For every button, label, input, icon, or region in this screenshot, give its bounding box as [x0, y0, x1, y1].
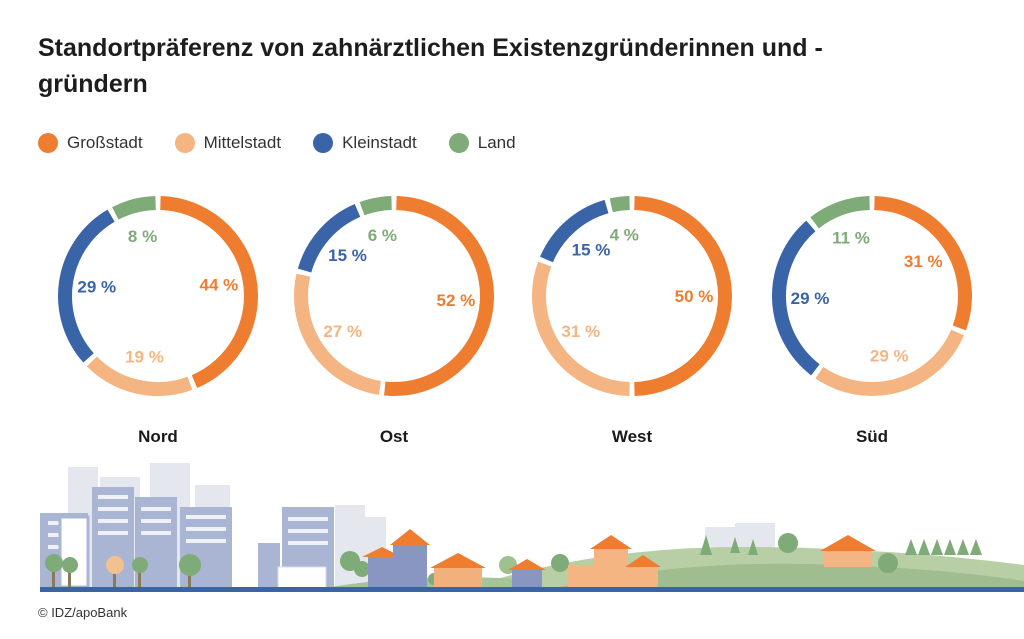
- segment-west-land: [609, 196, 630, 213]
- region-label-süd: Süd: [856, 427, 888, 446]
- data-label-west-mittelstadt: 31 %: [561, 322, 600, 341]
- segment-nord-kleinstadt: [58, 209, 115, 363]
- legend-swatch-grossstadt: [38, 133, 58, 153]
- data-label-west-land: 4 %: [610, 225, 639, 244]
- data-label-süd-kleinstadt: 29 %: [791, 289, 830, 308]
- segment-west-großstadt: [634, 196, 732, 396]
- legend-swatch-mittelstadt: [174, 133, 195, 153]
- chart-title: Standortpräferenz von zahnärztlichen Exi…: [38, 34, 823, 98]
- legend-swatch-land: [448, 133, 469, 153]
- segment-nord-großstadt: [160, 196, 258, 388]
- legend: Großstadt Mittelstadt Kleinstadt Land: [38, 133, 548, 153]
- data-label-west-kleinstadt: 15 %: [572, 240, 611, 259]
- segment-süd-großstadt: [874, 196, 972, 331]
- legend-swatch-kleinstadt: [313, 133, 334, 153]
- segment-west-mittelstadt: [532, 261, 630, 396]
- legend-label-mittelstadt: Mittelstadt: [203, 133, 282, 152]
- donut-nord: 44 % 19 % 29 % 8 % Nord: [58, 196, 258, 446]
- segment-süd-land: [810, 196, 870, 229]
- data-label-süd-land: 11 %: [832, 229, 870, 248]
- data-label-nord-kleinstadt: 29 %: [77, 277, 116, 296]
- source-credit: © IDZ/apoBank: [38, 605, 128, 620]
- segment-ost-kleinstadt: [297, 204, 361, 273]
- donut-ost: 52 % 27 % 15 %6 % Ost: [294, 196, 494, 446]
- segment-süd-kleinstadt: [772, 220, 820, 376]
- data-label-süd-mittelstadt: 29 %: [870, 347, 909, 366]
- data-label-ost-großstadt: 52 %: [437, 291, 476, 310]
- segment-ost-mittelstadt: [294, 273, 382, 395]
- region-label-nord: Nord: [138, 427, 178, 446]
- segment-ost-land: [359, 196, 393, 216]
- legend-label-grossstadt: Großstadt: [67, 133, 143, 152]
- legend-label-land: Land: [477, 133, 516, 152]
- legend-item-kleinstadt: Kleinstadt: [313, 133, 417, 153]
- data-label-süd-großstadt: 31 %: [904, 252, 943, 271]
- region-label-ost: Ost: [380, 427, 409, 446]
- legend-item-mittelstadt: Mittelstadt: [174, 133, 282, 153]
- data-label-nord-großstadt: 44 %: [200, 275, 239, 294]
- donut-süd: 31 % 29 % 29 % 11 % Süd: [772, 196, 972, 446]
- legend-item-land: Land: [448, 133, 516, 153]
- data-label-ost-mittelstadt: 27 %: [323, 322, 362, 341]
- data-label-ost-land: 6 %: [368, 226, 397, 245]
- data-label-ost-kleinstadt: 15 %: [328, 246, 367, 265]
- segment-nord-mittelstadt: [86, 356, 193, 396]
- region-label-west: West: [612, 427, 653, 446]
- segment-süd-mittelstadt: [815, 329, 964, 396]
- city-to-country-illustration: [40, 463, 1024, 592]
- segment-ost-großstadt: [384, 196, 494, 396]
- legend-label-kleinstadt: Kleinstadt: [342, 133, 417, 152]
- data-label-nord-mittelstadt: 19 %: [125, 348, 164, 367]
- legend-item-grossstadt: Großstadt: [38, 133, 143, 153]
- data-label-nord-land: 8 %: [128, 227, 157, 246]
- segment-west-kleinstadt: [540, 199, 609, 263]
- data-label-west-großstadt: 50 %: [675, 287, 714, 306]
- segment-nord-land: [112, 196, 156, 220]
- donut-west: 50 % 31 % 15 %4 % West: [532, 196, 732, 446]
